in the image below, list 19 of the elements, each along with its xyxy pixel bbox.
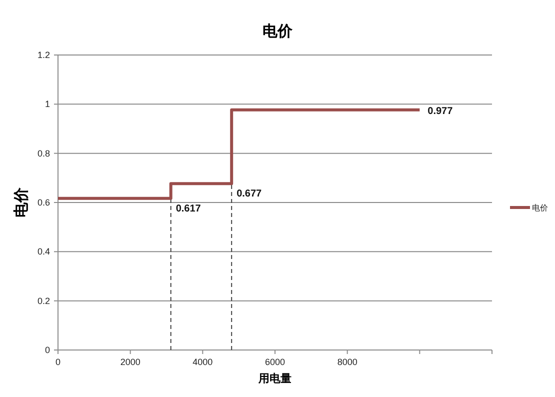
x-tick-label: 6000 bbox=[264, 357, 286, 367]
y-tick-label: 0.8 bbox=[37, 148, 50, 158]
data-label: 0.677 bbox=[236, 188, 262, 200]
chart-title: 电价 bbox=[262, 23, 294, 40]
x-axis-title: 用电量 bbox=[258, 372, 292, 385]
y-tick-label: 0.6 bbox=[37, 198, 50, 208]
data-label: 0.617 bbox=[176, 203, 202, 214]
legend-label: 电价 bbox=[532, 204, 548, 212]
x-tick-label: 4000 bbox=[192, 357, 213, 367]
y-tick-label: 1 bbox=[44, 99, 50, 110]
y-tick-label: 0 bbox=[44, 345, 50, 355]
data-label: 0.977 bbox=[428, 106, 454, 117]
x-tick-label: 8000 bbox=[337, 357, 358, 367]
y-tick-label: 1.2 bbox=[37, 50, 50, 60]
y-axis-title: 电价 bbox=[13, 186, 30, 218]
y-tick-label: 0.4 bbox=[37, 246, 50, 257]
x-tick-label: 0 bbox=[55, 357, 61, 367]
y-tick-label: 0.2 bbox=[37, 296, 50, 306]
x-tick-label: 2000 bbox=[120, 357, 140, 367]
